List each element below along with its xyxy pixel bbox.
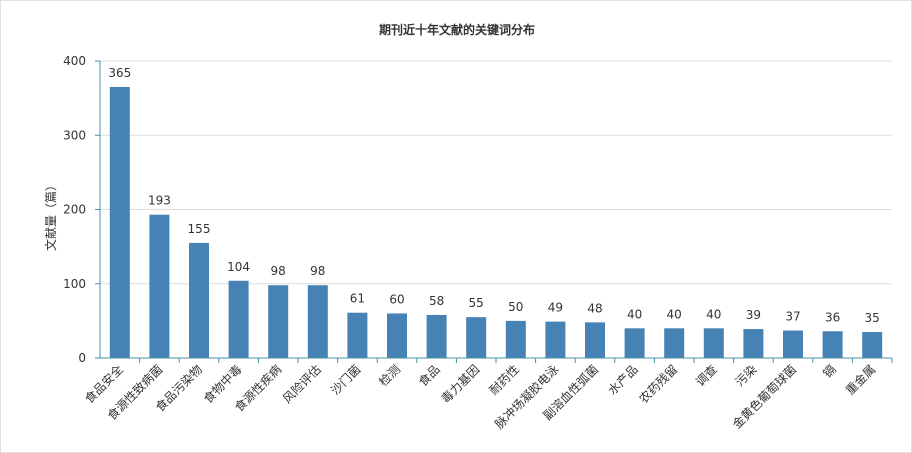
data-label: 48 [587,301,602,315]
data-label: 37 [785,310,800,324]
bar[interactable] [466,317,487,358]
data-label: 39 [746,308,761,322]
labels: 0100200300400365食品安全193食源性致病菌155食品污染物104… [63,54,880,432]
bar[interactable] [743,329,764,358]
data-label: 193 [148,194,171,208]
x-tick-label: 检测 [376,362,404,390]
y-tick-label: 400 [63,54,86,68]
data-label: 50 [508,300,523,314]
bars [109,86,883,359]
data-label: 49 [548,301,563,315]
data-label: 40 [627,307,642,321]
x-tick-label: 耐药性 [487,362,522,397]
x-tick-label: 重金属 [842,362,878,398]
x-tick-label: 毒力基因 [438,362,482,406]
x-tick-label: 沙门菌 [327,362,363,398]
data-label: 60 [389,292,404,306]
data-label: 365 [108,66,131,80]
data-label: 98 [271,264,286,278]
y-tick-label: 300 [63,128,86,142]
x-tick-label: 调查 [693,362,720,389]
y-tick-label: 200 [63,203,86,217]
x-tick-label: 风险评估 [279,362,324,407]
y-tick-label: 0 [78,351,86,365]
bar[interactable] [505,320,526,358]
data-label: 40 [667,307,682,321]
bar[interactable] [149,214,170,358]
data-label: 35 [865,311,880,325]
y-tick-label: 100 [63,277,86,291]
chart-title: 期刊近十年文献的关键词分布 [378,23,535,37]
data-label: 40 [706,307,721,321]
bar[interactable] [228,280,249,358]
data-label: 98 [310,264,325,278]
data-label: 36 [825,310,840,324]
bar[interactable] [189,242,209,358]
data-label: 55 [469,296,484,310]
bar[interactable] [862,332,883,358]
x-tick-label: 镉 [820,362,838,380]
data-label: 58 [429,294,444,308]
bar[interactable] [387,313,407,358]
axes [95,60,893,363]
bar[interactable] [426,314,447,358]
bar[interactable] [268,285,289,358]
bar[interactable] [664,328,685,358]
x-tick-label: 水产品 [605,362,640,397]
x-tick-label: 污染 [732,362,760,390]
data-label: 155 [188,222,211,236]
gridlines [100,60,892,285]
bar[interactable] [703,328,724,358]
y-axis-label: 文献量（篇） [43,179,58,251]
bar[interactable] [545,321,566,358]
bar[interactable] [307,285,328,358]
bar[interactable] [347,312,368,358]
bar[interactable] [624,328,645,358]
bar[interactable] [783,330,803,358]
bar[interactable] [109,86,130,359]
bar[interactable] [822,331,843,358]
x-tick-label: 农药残留 [636,362,680,406]
bar[interactable] [585,322,605,358]
data-label: 61 [350,292,365,306]
x-tick-label: 食品 [415,362,443,390]
data-label: 104 [227,260,250,274]
